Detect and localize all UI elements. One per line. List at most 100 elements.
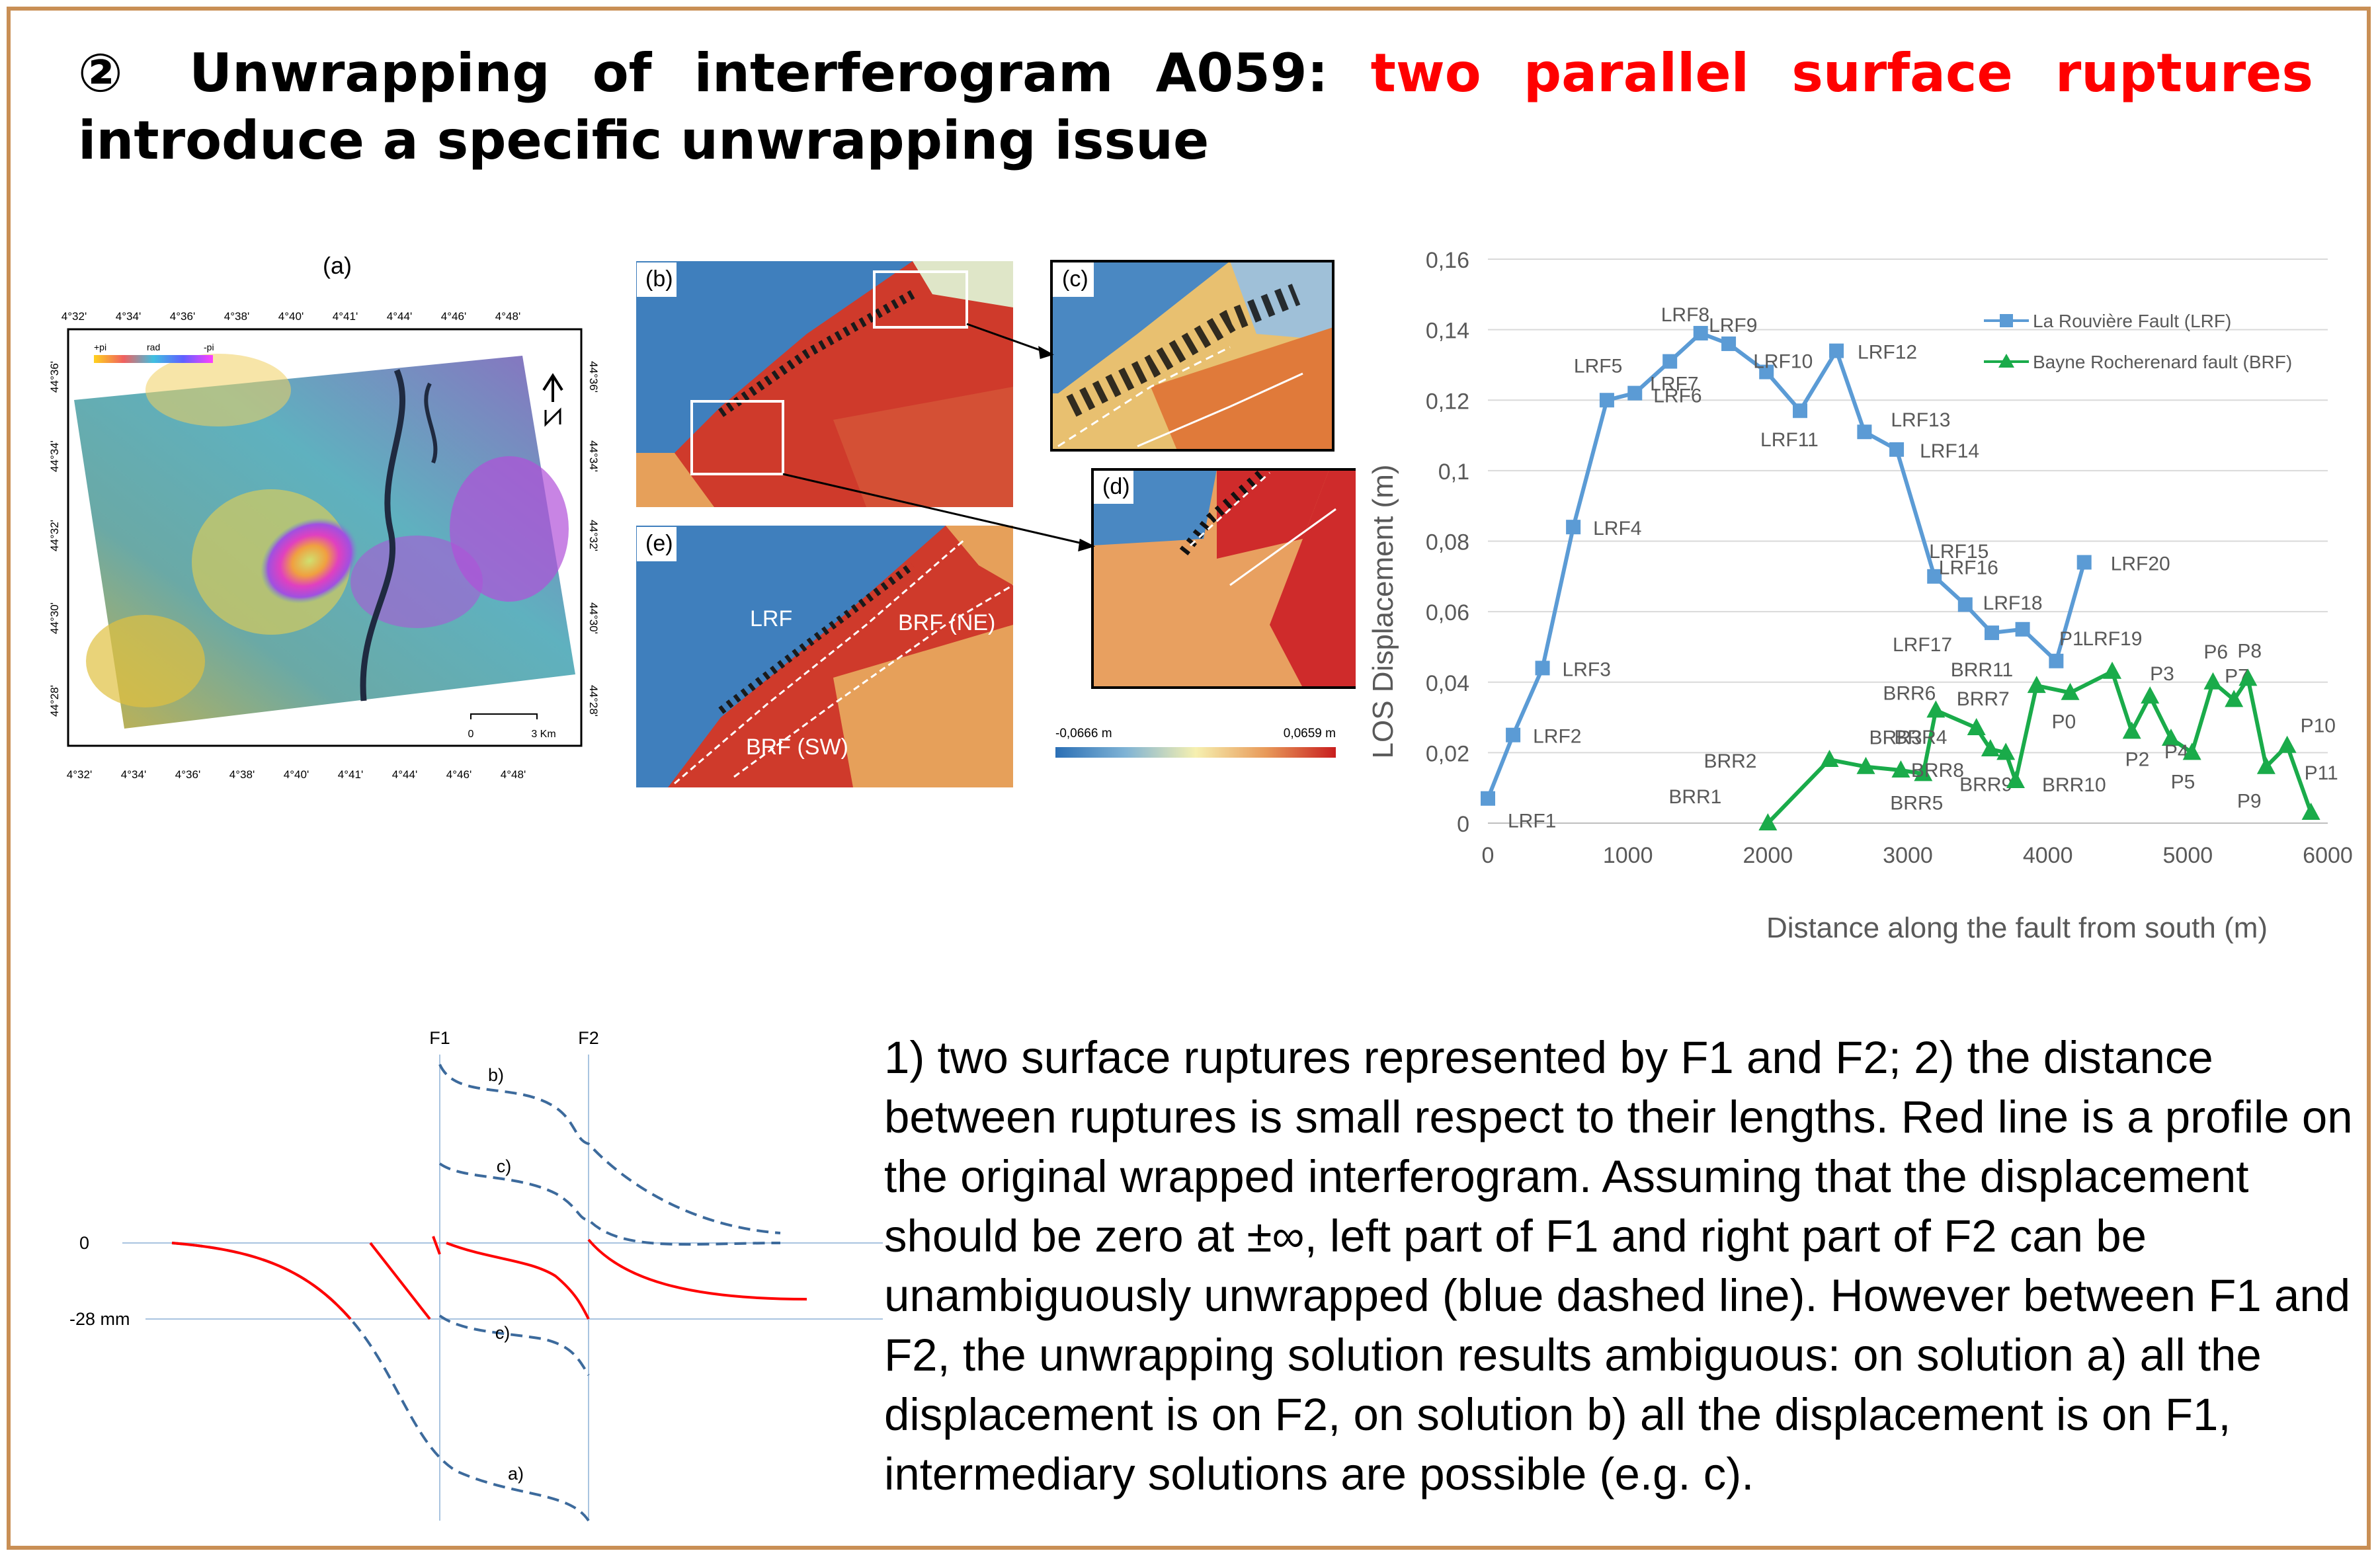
data-point-lrf15: [1927, 569, 1942, 584]
chart-x-tick-labels: 0 1000 2000 3000 4000 5000 6000: [1482, 843, 2353, 868]
svg-text:3 Km: 3 Km: [531, 729, 555, 740]
data-point-p6: [2203, 672, 2223, 690]
y-tick-label: 0: [1457, 812, 1469, 837]
data-label-lrf19: LRF19: [2082, 628, 2142, 650]
data-point-lrf12: [1829, 343, 1844, 358]
data-label-lrf5: LRF5: [1574, 355, 1622, 377]
svg-text:44°28': 44°28': [587, 685, 600, 717]
map-a-border: [67, 328, 583, 747]
svg-text:4°34': 4°34': [116, 310, 141, 323]
data-point-brr3: [1856, 756, 1875, 774]
data-point-brr8: [1981, 739, 2000, 757]
unwrapped-solutions-dashed: [171, 1064, 781, 1522]
data-point-p7: [2225, 690, 2244, 707]
chart-y-tick-labels: 0 0,02 0,04 0,06 0,08 0,1 0,12 0,14 0,16: [1426, 248, 1469, 837]
data-point-lrf16: [1957, 597, 1973, 612]
svg-text:4°41': 4°41': [338, 768, 363, 781]
legend-marker-square: [2000, 314, 2013, 327]
data-label-lrf9: LRF9: [1709, 315, 1757, 337]
data-point-p9: [2256, 756, 2276, 774]
y-tick-label: 0,04: [1426, 671, 1469, 696]
data-label-brr2: BRR2: [1703, 750, 1756, 772]
y-tick-label: 0,06: [1426, 600, 1469, 625]
phase-colorbar-unit-label: rad: [147, 342, 160, 352]
map-a-bottom-ticks: 4°32' 4°34' 4°36' 4°38' 4°40' 4°41' 4°44…: [67, 768, 526, 781]
svg-text:4°46': 4°46': [446, 768, 472, 781]
solution-label-c-lower: c): [495, 1323, 511, 1343]
svg-text:44°32': 44°32': [587, 520, 600, 551]
svg-text:4°36': 4°36': [170, 310, 195, 323]
data-label-lrf15: LRF15: [1929, 541, 1989, 563]
chart-x-axis-label: Distance along the fault from south (m): [1766, 912, 2268, 944]
title-number: ②: [78, 42, 147, 104]
panel-label-d: (d): [1102, 474, 1130, 499]
svg-text:4°44': 4°44': [392, 768, 417, 781]
chart-legend: La Rouvière Fault (LRF) Bayne Rocherenard…: [1984, 311, 2292, 372]
data-point-lrf13: [1857, 424, 1872, 440]
map-a-top-ticks: 4°32' 4°34' 4°36' 4°38' 4°40' 4°41' 4°44…: [62, 310, 520, 323]
data-point-p8: [2238, 668, 2258, 686]
data-point-lrf20: [2076, 555, 2092, 570]
data-label-p1: P1: [2059, 628, 2084, 650]
panel-c-image: (c): [1050, 260, 1334, 452]
data-label-brr11: BRR11: [1951, 659, 2013, 681]
svg-text:4°48': 4°48': [495, 310, 520, 323]
data-point-brr10: [2006, 771, 2025, 789]
svg-text:44°34': 44°34': [48, 440, 61, 472]
phase-colorbar-max-label: -pi: [204, 342, 214, 352]
svg-text:44°34': 44°34': [587, 440, 600, 472]
data-point-p2: [2122, 721, 2141, 739]
data-point-lrf2: [1506, 727, 1521, 742]
data-point-lrf5: [1599, 393, 1614, 408]
data-label-brr6: BRR6: [1883, 682, 1936, 704]
chart-y-axis-label: LOS Displacement (m): [1367, 464, 1399, 758]
fault-label-brf-ne: BRF (NE): [898, 610, 995, 635]
panel-label-b: (b): [645, 266, 673, 292]
chart-gridlines: [1488, 259, 2328, 824]
data-label-lrf12: LRF12: [1858, 342, 1917, 364]
data-point-p1: [2103, 661, 2122, 679]
data-label-brr10: BRR10: [2042, 774, 2106, 796]
data-point-lrf19: [2049, 653, 2064, 668]
x-tick-label: 4000: [2023, 843, 2073, 868]
data-point-lrf1: [1481, 791, 1495, 806]
svg-text:0: 0: [468, 729, 474, 740]
panel-label-e: (e): [645, 531, 673, 556]
data-point-brr6: [1926, 700, 1946, 718]
svg-text:44°32': 44°32': [48, 520, 61, 551]
data-label-p10: P10: [2301, 715, 2336, 737]
fault-guide-lines: [122, 1055, 883, 1521]
data-label-p5: P5: [2171, 771, 2195, 793]
data-label-brr5: BRR5: [1890, 792, 1943, 814]
data-label-lrf18: LRF18: [1983, 592, 2043, 614]
x-tick-label: 0: [1482, 843, 1495, 868]
panel-label-a: (a): [323, 252, 352, 279]
svg-text:4°48': 4°48': [501, 768, 526, 781]
minus-28mm-label: -28 mm: [69, 1309, 130, 1329]
data-point-lrf17: [1985, 625, 1999, 641]
data-point-brr7: [1967, 718, 1986, 736]
data-label-lrf3: LRF3: [1563, 659, 1611, 680]
north-arrow-icon: [542, 373, 563, 427]
data-point-lrf18: [2015, 621, 2030, 637]
colorbar-max-label: 0,0659 m: [1284, 727, 1336, 740]
legend-marker-triangle: [1998, 354, 2014, 368]
svg-text:4°46': 4°46': [441, 310, 466, 323]
data-point-brr5: [1914, 764, 1933, 781]
zoom-connector-arrows: [782, 323, 1096, 552]
data-label-lrf8: LRF8: [1661, 304, 1709, 326]
data-point-lrf3: [1535, 660, 1550, 676]
data-point-lrf10: [1759, 364, 1774, 380]
data-label-brr3: BRR3: [1869, 727, 1922, 749]
title-highlight: two parallel surface ruptures: [1370, 42, 2314, 104]
x-tick-label: 1000: [1603, 843, 1653, 868]
panel-label-c: (c): [1062, 266, 1088, 292]
svg-text:4°34': 4°34': [121, 768, 146, 781]
map-a-right-ticks: 44°36' 44°34' 44°32' 44°30' 44°28': [587, 361, 600, 717]
svg-text:4°40': 4°40': [284, 768, 309, 781]
data-point-lrf4: [1566, 520, 1581, 535]
x-tick-label: 5000: [2163, 843, 2213, 868]
data-label-p11: P11: [2305, 762, 2338, 784]
